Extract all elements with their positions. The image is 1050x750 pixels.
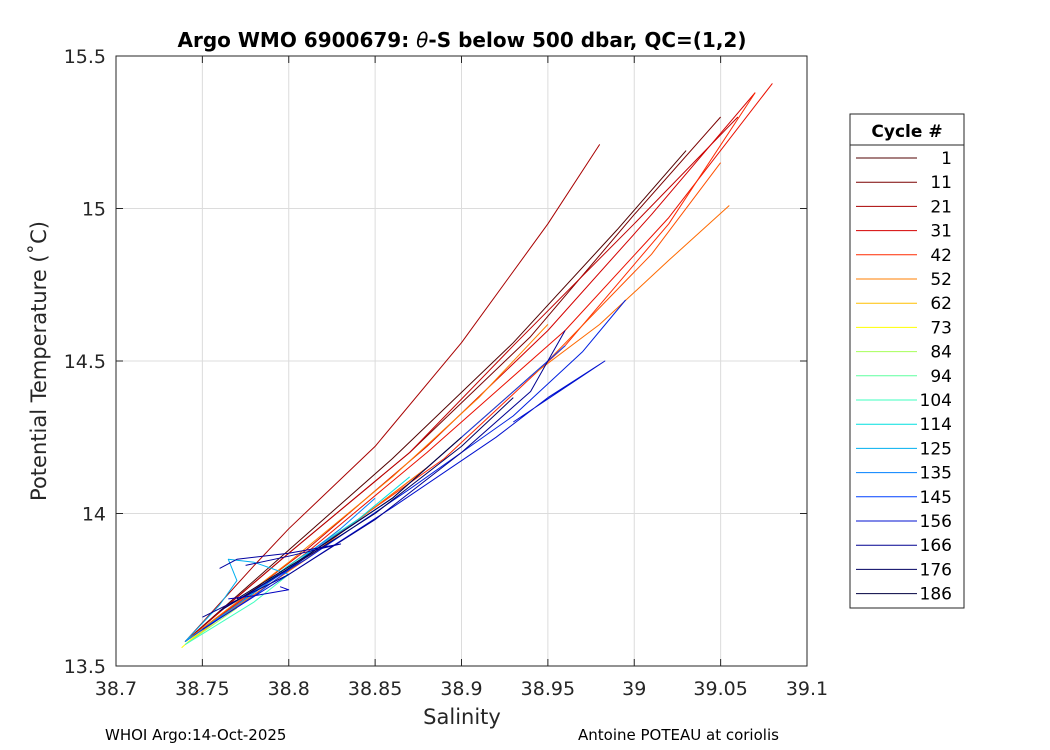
x-tick-label: 38.9 [440,678,482,700]
legend-label: 135 [920,464,952,484]
profile-line [236,436,462,600]
profile-line [184,83,773,643]
legend-label: 62 [930,294,952,314]
profile-line [184,116,721,642]
profile-line [228,586,290,600]
legend-label: 21 [930,197,952,217]
profile-line [219,397,514,612]
profile-line [184,574,290,646]
profile-line [184,144,601,642]
x-tick-label: 38.85 [348,678,402,700]
footer-credit-left: WHOI Argo:14-Oct-2025 [105,726,287,744]
profile-line [184,150,687,642]
legend-entries: 1112131425262738494104114125135145156166… [856,149,952,605]
legend-label: 94 [930,367,952,387]
legend-label: 73 [930,318,952,338]
x-tick-label: 38.8 [268,678,310,700]
x-tick-label: 39.1 [786,678,828,700]
chart-title-prefix: Argo WMO 6900679: [178,28,417,52]
legend-title: Cycle # [871,122,942,142]
legend-label: 125 [920,439,952,459]
y-tick-label: 14.5 [64,351,106,373]
y-axis-label: Potential Temperature (˚C) [27,221,51,501]
legend-label: 166 [920,536,952,556]
x-tick-label: 38.75 [175,678,229,700]
grid [115,55,808,667]
profile-line [184,205,730,643]
legend-label: 176 [920,560,952,580]
chart-title-suffix: -S below 500 dbar, QC=(1,2) [428,28,746,52]
x-axis-label: Salinity [423,705,501,729]
x-tick-label: 39.05 [693,678,747,700]
x-tick-label: 39 [622,678,646,700]
legend-label: 156 [920,512,952,532]
x-tick-label: 38.95 [521,678,575,700]
data-series [181,83,773,649]
legend-label: 84 [930,343,952,363]
legend-label: 11 [930,173,952,193]
y-tick-label: 15 [82,199,106,221]
y-tick-label: 14 [82,504,106,526]
legend-label: 114 [920,415,952,435]
chart-title: Argo WMO 6900679: θ-S below 500 dbar, QC… [178,28,747,52]
legend-box [849,113,965,609]
footer-credit-right: Antoine POTEAU at coriolis [578,726,779,744]
legend-label: 1 [941,149,952,169]
axis-ticks: 38.7 38.75 38.8 38.85 38.9 38.95 39 39.05 39.1 13… [64,46,828,700]
profile-line [219,543,342,569]
y-tick-label: 13.5 [64,656,106,678]
chart-title-theta: θ [416,28,428,52]
legend-label: 186 [920,585,952,605]
profile-line [184,607,238,646]
legend-label: 145 [920,488,952,508]
legend-label: 31 [930,222,952,242]
legend-label: 104 [920,391,952,411]
legend-label: 42 [930,246,952,266]
x-tick-label: 38.7 [95,678,137,700]
y-tick-label: 15.5 [64,46,106,68]
legend: Cycle # 11121314252627384941041141251351… [849,113,965,609]
profile-line [184,162,721,643]
legend-label: 52 [930,270,952,290]
profile-line [202,330,566,618]
